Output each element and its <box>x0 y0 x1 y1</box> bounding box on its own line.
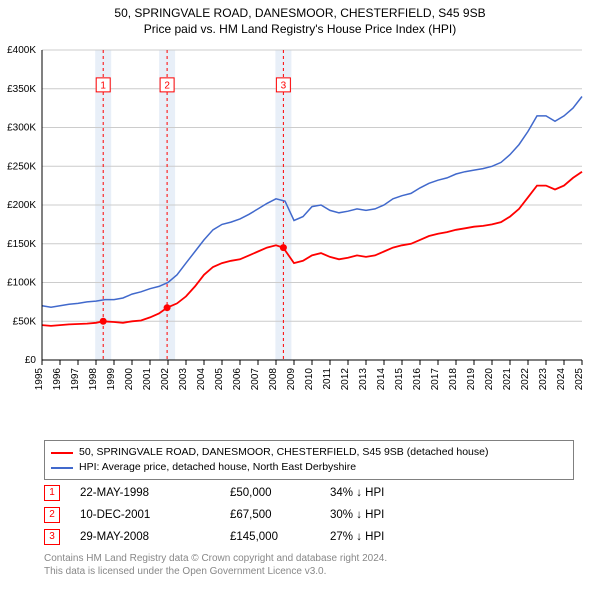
event-row: 1 22-MAY-1998£50,00034% ↓ HPI <box>44 482 574 504</box>
svg-text:£350K: £350K <box>7 84 36 95</box>
svg-text:1996: 1996 <box>52 368 63 391</box>
svg-text:2021: 2021 <box>502 368 513 391</box>
event-hpi: 27% ↓ HPI <box>330 526 384 548</box>
svg-text:£150K: £150K <box>7 239 36 250</box>
svg-text:2016: 2016 <box>412 368 423 391</box>
svg-text:£50K: £50K <box>13 316 37 327</box>
svg-text:2023: 2023 <box>538 368 549 391</box>
title-address: 50, SPRINGVALE ROAD, DANESMOOR, CHESTERF… <box>0 6 600 20</box>
svg-text:2011: 2011 <box>322 368 333 390</box>
svg-text:2002: 2002 <box>160 368 171 391</box>
event-price: £50,000 <box>230 482 330 504</box>
svg-text:2015: 2015 <box>394 368 405 391</box>
svg-text:2000: 2000 <box>124 368 135 391</box>
event-date: 22-MAY-1998 <box>80 482 230 504</box>
svg-text:£250K: £250K <box>7 161 36 172</box>
footer-line2: This data is licensed under the Open Gov… <box>44 565 574 578</box>
legend-label: HPI: Average price, detached house, Nort… <box>79 460 356 475</box>
svg-text:2007: 2007 <box>250 368 261 391</box>
svg-text:2025: 2025 <box>574 368 585 391</box>
event-price: £145,000 <box>230 526 330 548</box>
svg-text:2003: 2003 <box>178 368 189 391</box>
legend-box: 50, SPRINGVALE ROAD, DANESMOOR, CHESTERF… <box>44 440 574 480</box>
svg-text:£300K: £300K <box>7 123 36 134</box>
footer-attribution: Contains HM Land Registry data © Crown c… <box>44 552 574 578</box>
svg-text:2004: 2004 <box>196 368 207 391</box>
event-date: 29-MAY-2008 <box>80 526 230 548</box>
svg-text:2014: 2014 <box>376 368 387 391</box>
svg-text:2: 2 <box>164 80 170 91</box>
svg-text:2012: 2012 <box>340 368 351 391</box>
svg-text:£0: £0 <box>25 355 37 366</box>
chart-plot-area: £0£50K£100K£150K£200K£250K£300K£350K£400… <box>42 50 582 400</box>
events-table: 1 22-MAY-1998£50,00034% ↓ HPI 2 10-DEC-2001… <box>44 482 574 548</box>
legend-swatch <box>51 452 73 454</box>
svg-text:2006: 2006 <box>232 368 243 391</box>
svg-text:1998: 1998 <box>88 368 99 391</box>
svg-text:2013: 2013 <box>358 368 369 391</box>
svg-text:2018: 2018 <box>448 368 459 391</box>
svg-text:2022: 2022 <box>520 368 531 391</box>
event-row: 3 29-MAY-2008£145,00027% ↓ HPI <box>44 526 574 548</box>
svg-text:£200K: £200K <box>7 200 36 211</box>
event-row: 2 10-DEC-2001£67,50030% ↓ HPI <box>44 504 574 526</box>
legend-row: HPI: Average price, detached house, Nort… <box>51 460 567 475</box>
svg-text:3: 3 <box>281 80 287 91</box>
legend-swatch <box>51 467 73 469</box>
svg-text:2008: 2008 <box>268 368 279 391</box>
event-date: 10-DEC-2001 <box>80 504 230 526</box>
event-hpi: 34% ↓ HPI <box>330 482 384 504</box>
svg-text:2009: 2009 <box>286 368 297 391</box>
svg-text:£100K: £100K <box>7 278 36 289</box>
svg-text:2005: 2005 <box>214 368 225 391</box>
svg-text:2010: 2010 <box>304 368 315 391</box>
svg-text:£400K: £400K <box>7 45 36 56</box>
svg-text:2019: 2019 <box>466 368 477 391</box>
event-marker-box: 1 <box>44 485 60 501</box>
legend-label: 50, SPRINGVALE ROAD, DANESMOOR, CHESTERF… <box>79 445 488 460</box>
svg-text:2001: 2001 <box>142 368 153 391</box>
event-price: £67,500 <box>230 504 330 526</box>
event-marker-box: 2 <box>44 507 60 523</box>
footer-line1: Contains HM Land Registry data © Crown c… <box>44 552 574 565</box>
title-subtitle: Price paid vs. HM Land Registry's House … <box>0 22 600 36</box>
svg-text:1997: 1997 <box>70 368 81 391</box>
event-marker-box: 3 <box>44 529 60 545</box>
svg-text:1995: 1995 <box>34 368 45 391</box>
svg-text:1: 1 <box>100 80 106 91</box>
svg-text:1999: 1999 <box>106 368 117 391</box>
chart-titles: 50, SPRINGVALE ROAD, DANESMOOR, CHESTERF… <box>0 0 600 36</box>
svg-text:2020: 2020 <box>484 368 495 391</box>
svg-text:2017: 2017 <box>430 368 441 391</box>
legend-row: 50, SPRINGVALE ROAD, DANESMOOR, CHESTERF… <box>51 445 567 460</box>
svg-text:2024: 2024 <box>556 368 567 391</box>
event-hpi: 30% ↓ HPI <box>330 504 384 526</box>
